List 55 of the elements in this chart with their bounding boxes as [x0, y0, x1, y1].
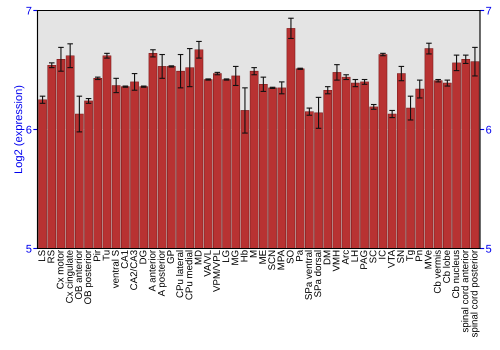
x-tick-label: MD [194, 250, 202, 264]
x-tick-label: ventral S [112, 250, 119, 288]
x-tick-label: CA1 [121, 250, 128, 268]
x-tick-label: VMH [332, 250, 340, 272]
y2-tick-label: 5 [486, 244, 492, 253]
x-tick-label: A anterior [148, 250, 156, 292]
x-tick-label: Pn [416, 250, 422, 261]
x-tick-label: CPu lateral [176, 250, 184, 298]
x-tick-label: A posterior [158, 250, 167, 296]
x-tick-label: PAG [360, 250, 368, 269]
x-tick-label: SN [397, 250, 404, 263]
x-tick-label: Cb lobe [442, 250, 450, 283]
x-tick-label: RS [47, 250, 54, 263]
x-tick-label: SCN [268, 250, 276, 270]
x-tick-label: SC [369, 250, 376, 263]
x-tick-label: VTA [388, 250, 395, 268]
x-tick-label: Cb nucleus [452, 250, 460, 298]
y-tick-label: 7 [26, 6, 32, 15]
x-tick-label: MPA [278, 250, 284, 270]
x-tick-label: CA2/CA3 [130, 250, 138, 290]
x-tick-label: Cx motor [56, 250, 64, 289]
x-tick-label: spinal cord posterior [470, 250, 480, 338]
x-tick-label: spinal cord anterior [461, 250, 470, 332]
x-tick-label: LH [351, 250, 358, 262]
x-tick-label: Hb [240, 250, 248, 262]
x-tick-label: GP [167, 250, 174, 264]
x-tick-label: Pa [296, 250, 303, 261]
x-tick-label: OB posterior [84, 250, 94, 304]
y2-tick-label: 7 [486, 6, 492, 15]
x-tick-label: Tu [102, 250, 110, 261]
x-tick-label: DM [324, 250, 330, 264]
x-tick-label: SPa ventral [304, 250, 312, 300]
x-tick-label: CPu medial [185, 250, 192, 300]
x-tick-label: VPM/VPL [212, 250, 220, 292]
x-tick-label: ME [259, 250, 266, 264]
x-tick-label: Arc [342, 250, 349, 264]
x-tick-label: LG [222, 250, 230, 262]
x-tick-label: MG [231, 250, 238, 265]
x-tick-label: DG [139, 250, 146, 264]
x-tick-label: Cb vermis [434, 250, 441, 294]
x-tick-label: SO [286, 250, 294, 264]
x-tick-label: Tg [406, 250, 416, 262]
x-tick-label: OB anterior [74, 250, 82, 300]
y-tick-label: 6 [26, 126, 32, 134]
x-tick-label: Pir [93, 250, 100, 261]
y2-tick-label: 6 [486, 126, 492, 134]
x-tick-label: MVe [424, 250, 432, 269]
x-tick-label: SPa dorsal [314, 250, 322, 297]
y-axis-title: Log2 (expression) [14, 86, 24, 174]
x-tick-label: IC [378, 250, 386, 259]
x-tick-label: M [250, 250, 257, 258]
x-tick-label: LS [38, 250, 46, 261]
x-tick-label: VA/VL [204, 250, 211, 277]
y-tick-label: 5 [26, 244, 32, 253]
x-tick-label: Cx cingulate [66, 250, 75, 303]
